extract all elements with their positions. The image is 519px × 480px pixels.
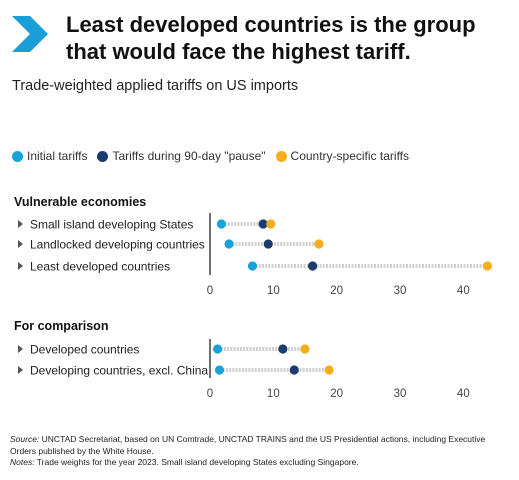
category-label-landlocked-developing-countries: Landlocked developing countries [30,238,205,252]
category-label-least-developed-countries: Least developed countries [30,260,170,274]
notes-text: Trade weights for the year 2023. Small i… [34,457,359,467]
dot-pause-least-developed-countries [308,261,318,271]
dot-initial-least-developed-countries [247,261,258,271]
row-arrow-icon [18,262,23,270]
chevron-logo-icon [12,16,48,52]
source-label: Source: [10,434,40,444]
notes-line: Notes: Trade weights for the year 2023. … [10,457,510,469]
dot-pause-small-island-developing-states [258,219,268,229]
x-tick-label-20: 20 [330,285,343,297]
legend-dot-initial [12,150,23,162]
row-arrow-icon [18,240,23,248]
notes-label: Notes: [10,457,35,467]
x-tick-label-30: 30 [394,285,407,297]
x-tick-label-0: 0 [207,285,213,297]
dot-range-chart: Vulnerable economies Small island develop… [14,195,492,400]
dot-pause-developed-countries [278,344,288,354]
category-label-small-island-developing-states: Small island developing States [30,218,193,232]
x-tick-label-30: 30 [394,388,407,400]
legend-dot-pause [97,150,109,162]
chart-legend: Initial tariffs Tariffs during 90-day "p… [12,149,419,163]
chart-source-notes: Source: UNCTAD Secretariat, based on UN … [10,434,510,469]
x-tick-label-0: 0 [207,388,213,400]
group-title-vulnerable-economies: Vulnerable economies [14,195,146,209]
legend-label-initial: Initial tariffs [27,149,88,163]
group-title-for-comparison: For comparison [14,319,108,333]
source-line: Source: UNCTAD Secretariat, based on UN … [10,434,510,457]
dot-country-specific-small-island-developing-states [266,219,276,229]
legend-label-pause: Tariffs during 90-day "pause" [112,149,266,163]
x-tick-label-10: 10 [267,388,280,400]
source-text: UNCTAD Secretariat, based on UN Comtrade… [10,434,486,456]
dot-initial-developing-countries-excl-china [214,365,225,375]
dot-pause-developing-countries-excl-china [289,365,299,375]
x-tick-label-40: 40 [457,388,470,400]
dot-initial-landlocked-developing-countries [224,239,234,249]
dot-country-specific-developed-countries [300,344,310,354]
category-label-developing-countries-excl-china: Developing countries, excl. China [30,364,208,378]
dot-pause-landlocked-developing-countries [263,239,273,249]
legend-label-country-specific: Country-specific tariffs [290,149,410,163]
row-arrow-icon [18,366,23,374]
legend-dot-country-specific [275,150,287,162]
x-tick-label-40: 40 [457,285,470,297]
row-arrow-icon [18,220,23,228]
dot-country-specific-landlocked-developing-countries [314,239,324,249]
x-tick-label-10: 10 [267,285,280,297]
dot-initial-developed-countries [213,344,223,354]
dot-initial-small-island-developing-states [216,219,226,229]
legend-item-pause: Tariffs during 90-day "pause" [97,149,266,163]
page-title: Least developed countries is the group t… [66,12,476,64]
dot-country-specific-developing-countries-excl-china [324,365,334,375]
chart-subtitle: Trade-weighted applied tariffs on US imp… [12,78,299,94]
legend-item-initial: Initial tariffs [12,149,87,163]
dot-country-specific-least-developed-countries [482,261,492,271]
category-label-developed-countries: Developed countries [30,343,139,357]
x-tick-label-20: 20 [330,388,343,400]
row-arrow-icon [18,345,23,353]
legend-item-country-specific: Country-specific tariffs [275,149,410,163]
